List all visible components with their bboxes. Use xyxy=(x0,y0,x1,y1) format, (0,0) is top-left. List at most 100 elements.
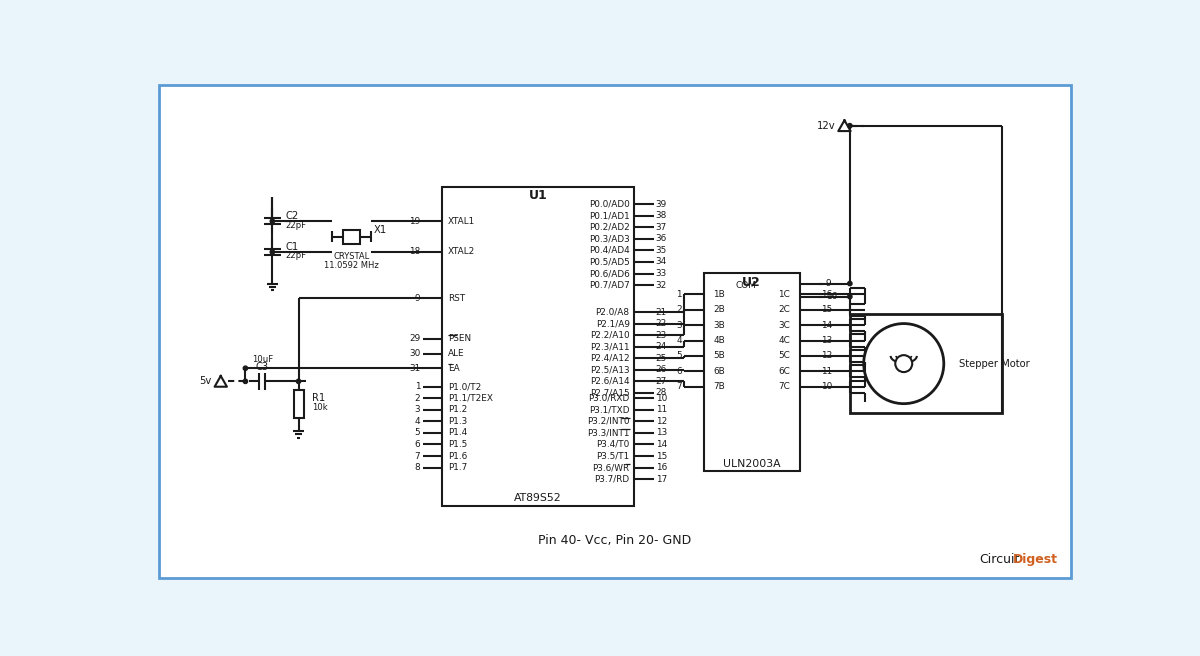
Circle shape xyxy=(270,250,275,254)
Text: 6B: 6B xyxy=(713,367,725,376)
Text: AT89S52: AT89S52 xyxy=(514,493,562,503)
Text: 3: 3 xyxy=(414,405,420,415)
Text: 6: 6 xyxy=(677,367,682,376)
Text: 31: 31 xyxy=(409,363,420,373)
Text: P3.2/INT0: P3.2/INT0 xyxy=(587,417,630,426)
Text: 4: 4 xyxy=(677,336,682,345)
Text: P0.1/AD1: P0.1/AD1 xyxy=(589,211,630,220)
Text: P1.7: P1.7 xyxy=(448,463,467,472)
Text: P2.5/A13: P2.5/A13 xyxy=(590,365,630,375)
Text: P0.0/AD0: P0.0/AD0 xyxy=(589,199,630,209)
Text: XTAL2: XTAL2 xyxy=(448,247,475,256)
Bar xyxy=(294,390,304,417)
Bar xyxy=(442,186,635,506)
Text: P3.6/WR: P3.6/WR xyxy=(593,463,630,472)
Text: 10: 10 xyxy=(656,394,667,403)
Circle shape xyxy=(296,379,301,384)
Text: 1C: 1C xyxy=(779,290,791,299)
Text: 2C: 2C xyxy=(779,305,791,314)
Text: 22: 22 xyxy=(656,319,667,328)
Bar xyxy=(343,230,360,243)
Text: 3B: 3B xyxy=(713,321,725,329)
Text: P1.1/T2EX: P1.1/T2EX xyxy=(448,394,493,403)
Text: 16: 16 xyxy=(821,290,833,299)
Text: 16: 16 xyxy=(656,463,667,472)
Text: COM: COM xyxy=(736,281,756,291)
Text: 27: 27 xyxy=(656,377,667,386)
Text: 5B: 5B xyxy=(713,352,725,360)
Text: 36: 36 xyxy=(656,234,667,243)
Text: P3.3/INT1: P3.3/INT1 xyxy=(587,428,630,438)
Text: 22pF: 22pF xyxy=(286,251,306,260)
Text: 12v: 12v xyxy=(816,121,835,131)
Text: 14: 14 xyxy=(656,440,667,449)
Text: 39: 39 xyxy=(656,199,667,209)
Polygon shape xyxy=(215,376,227,387)
Text: 3: 3 xyxy=(677,321,682,329)
Text: P1.4: P1.4 xyxy=(448,428,467,438)
Text: 9: 9 xyxy=(826,279,832,288)
Text: P0.2/AD2: P0.2/AD2 xyxy=(589,223,630,232)
Text: Digest: Digest xyxy=(1013,554,1057,567)
Text: 30: 30 xyxy=(409,349,420,358)
Text: 5C: 5C xyxy=(779,352,791,360)
Text: 5: 5 xyxy=(677,352,682,360)
Text: P1.2: P1.2 xyxy=(448,405,467,415)
Text: 6: 6 xyxy=(414,440,420,449)
Text: ULN2003A: ULN2003A xyxy=(722,459,780,469)
Text: 35: 35 xyxy=(656,246,667,255)
Text: X1: X1 xyxy=(373,224,386,235)
Circle shape xyxy=(270,219,275,223)
Text: 9: 9 xyxy=(414,294,420,302)
Text: P0.6/AD6: P0.6/AD6 xyxy=(589,269,630,278)
Text: P3.0/RXD: P3.0/RXD xyxy=(588,394,630,403)
Text: Circuit: Circuit xyxy=(979,554,1019,567)
Text: 32: 32 xyxy=(656,281,667,289)
Polygon shape xyxy=(839,120,851,131)
Text: R1: R1 xyxy=(312,393,325,403)
Text: 6C: 6C xyxy=(779,367,791,376)
Text: P0.7/AD7: P0.7/AD7 xyxy=(589,281,630,289)
Text: C2: C2 xyxy=(286,211,299,221)
Text: 21: 21 xyxy=(656,308,667,317)
Bar xyxy=(850,314,1002,413)
Text: Stepper Motor: Stepper Motor xyxy=(959,359,1030,369)
Text: CRYSTAL: CRYSTAL xyxy=(334,252,370,261)
Text: 34: 34 xyxy=(656,257,667,266)
Circle shape xyxy=(895,355,912,372)
Text: 37: 37 xyxy=(656,223,667,232)
Text: P2.1/A9: P2.1/A9 xyxy=(595,319,630,328)
Text: PSEN: PSEN xyxy=(448,335,472,344)
Text: 2: 2 xyxy=(414,394,420,403)
Text: 29: 29 xyxy=(409,335,420,344)
Text: 26: 26 xyxy=(656,365,667,375)
Circle shape xyxy=(864,323,943,403)
Text: P2.6/A14: P2.6/A14 xyxy=(590,377,630,386)
Text: 2: 2 xyxy=(677,305,682,314)
Text: P1.3: P1.3 xyxy=(448,417,467,426)
Text: 19: 19 xyxy=(409,216,420,226)
Text: 16: 16 xyxy=(826,292,838,301)
Text: P2.0/A8: P2.0/A8 xyxy=(595,308,630,317)
Text: 12: 12 xyxy=(656,417,667,426)
Text: 38: 38 xyxy=(656,211,667,220)
Text: 11: 11 xyxy=(656,405,667,415)
Text: P2.4/A12: P2.4/A12 xyxy=(590,354,630,363)
Circle shape xyxy=(847,295,852,298)
Text: 23: 23 xyxy=(656,331,667,340)
Text: P2.3/A11: P2.3/A11 xyxy=(590,342,630,351)
Text: 13: 13 xyxy=(821,336,833,345)
Text: P0.5/AD5: P0.5/AD5 xyxy=(589,257,630,266)
Text: P3.4/T0: P3.4/T0 xyxy=(596,440,630,449)
Text: 1: 1 xyxy=(414,382,420,391)
Text: ALE: ALE xyxy=(448,349,464,358)
Text: 18: 18 xyxy=(409,247,420,256)
Text: P0.4/AD4: P0.4/AD4 xyxy=(589,246,630,255)
Text: 11.0592 MHz: 11.0592 MHz xyxy=(324,261,379,270)
Text: C3: C3 xyxy=(256,363,269,373)
Text: 1B: 1B xyxy=(713,290,725,299)
Text: 8: 8 xyxy=(414,463,420,472)
Text: U1: U1 xyxy=(529,190,547,202)
Text: 25: 25 xyxy=(656,354,667,363)
Text: 7: 7 xyxy=(677,382,682,391)
